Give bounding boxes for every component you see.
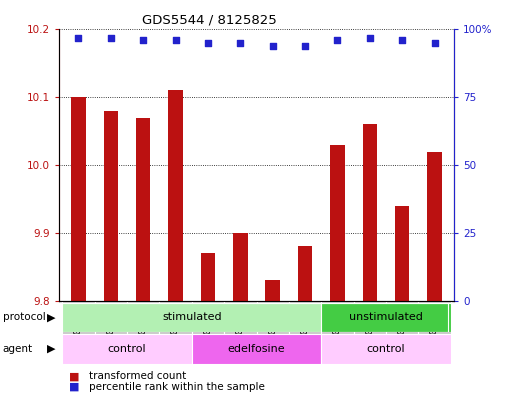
Text: GSM1084277: GSM1084277	[236, 303, 245, 353]
Text: GSM1084276: GSM1084276	[204, 303, 212, 353]
Text: GSM1084274: GSM1084274	[139, 303, 148, 353]
Text: GSM1084260: GSM1084260	[333, 303, 342, 353]
Bar	[265, 280, 280, 301]
Point	[366, 35, 374, 41]
Point	[430, 40, 439, 46]
Bar	[62, 301, 94, 358]
Bar	[160, 301, 192, 358]
Text: GSM1084278: GSM1084278	[268, 303, 277, 353]
Point	[204, 40, 212, 46]
Bar	[104, 111, 118, 301]
Bar	[224, 301, 256, 358]
Bar	[395, 206, 409, 301]
Bar	[192, 301, 224, 358]
Bar	[94, 301, 127, 358]
Point	[269, 42, 277, 49]
Point	[301, 42, 309, 49]
Bar	[363, 124, 377, 301]
Text: GSM1084272: GSM1084272	[74, 303, 83, 353]
Bar	[127, 301, 160, 358]
Bar	[256, 301, 289, 358]
Point	[398, 37, 406, 44]
Bar	[419, 301, 451, 358]
Text: ■: ■	[69, 371, 80, 382]
Bar	[71, 97, 86, 301]
Text: percentile rank within the sample: percentile rank within the sample	[89, 382, 265, 392]
Bar	[201, 253, 215, 301]
Text: control: control	[108, 344, 146, 354]
Bar	[321, 301, 353, 358]
Bar	[353, 301, 386, 358]
Bar	[330, 145, 345, 301]
Bar	[192, 334, 321, 364]
Bar	[427, 152, 442, 301]
Text: protocol: protocol	[3, 312, 45, 322]
Bar	[233, 233, 248, 301]
Point	[74, 35, 83, 41]
Text: GDS5544 / 8125825: GDS5544 / 8125825	[142, 14, 277, 27]
Text: ■: ■	[69, 382, 80, 392]
Point	[107, 35, 115, 41]
Text: GSM1084275: GSM1084275	[171, 303, 180, 353]
Point	[171, 37, 180, 44]
Text: transformed count: transformed count	[89, 371, 186, 382]
Bar	[136, 118, 150, 301]
Point	[139, 37, 147, 44]
Bar	[289, 301, 321, 358]
Bar	[321, 303, 451, 332]
Text: agent: agent	[3, 344, 33, 354]
Text: edelfosine: edelfosine	[228, 344, 285, 354]
Point	[236, 40, 244, 46]
Text: control: control	[367, 344, 405, 354]
Text: GSM1084261: GSM1084261	[365, 303, 374, 353]
Bar	[62, 303, 321, 332]
Text: ▶: ▶	[47, 344, 55, 354]
Text: unstimulated: unstimulated	[349, 312, 423, 322]
Text: GSM1084273: GSM1084273	[106, 303, 115, 353]
Bar	[62, 334, 192, 364]
Bar	[321, 334, 451, 364]
Bar	[168, 90, 183, 301]
Point	[333, 37, 342, 44]
Text: GSM1084279: GSM1084279	[301, 303, 309, 353]
Text: ▶: ▶	[47, 312, 55, 322]
Bar	[386, 301, 419, 358]
Text: GSM1084262: GSM1084262	[398, 303, 407, 353]
Text: stimulated: stimulated	[162, 312, 222, 322]
Text: GSM1084263: GSM1084263	[430, 303, 439, 353]
Bar	[298, 246, 312, 301]
